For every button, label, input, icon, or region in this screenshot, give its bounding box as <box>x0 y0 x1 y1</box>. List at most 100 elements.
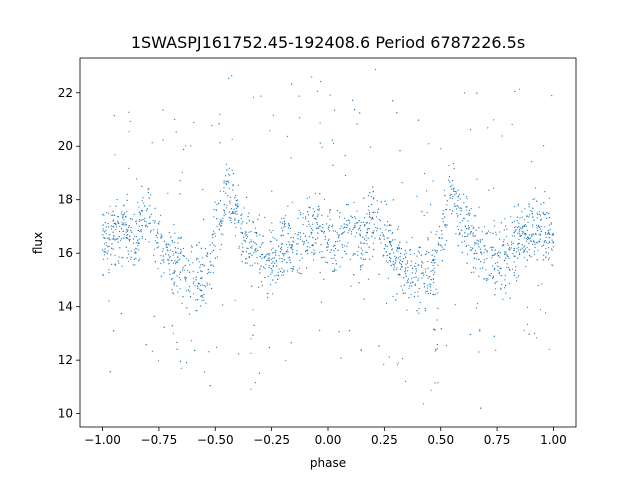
data-point <box>331 257 333 259</box>
data-point <box>105 226 107 228</box>
data-point <box>108 269 110 271</box>
data-point <box>338 234 340 236</box>
data-point <box>125 224 127 226</box>
data-point <box>532 243 534 245</box>
data-point <box>223 212 225 214</box>
data-point <box>421 277 423 279</box>
data-point <box>122 223 124 225</box>
data-point <box>371 203 373 206</box>
data-point <box>425 253 427 255</box>
data-point <box>103 243 106 245</box>
data-point <box>548 252 550 254</box>
data-point <box>354 217 356 219</box>
data-point <box>138 211 141 213</box>
data-point <box>291 249 294 251</box>
data-point <box>545 312 547 314</box>
data-point <box>537 224 540 226</box>
data-point <box>459 198 461 200</box>
data-point <box>102 273 104 275</box>
data-point <box>202 264 204 266</box>
data-point <box>473 271 475 273</box>
data-point <box>298 231 300 234</box>
data-point <box>505 235 507 237</box>
data-point <box>283 274 285 276</box>
data-point <box>102 230 104 232</box>
data-point <box>523 257 525 259</box>
data-point <box>186 362 188 364</box>
data-point <box>326 246 328 248</box>
data-point <box>491 277 494 279</box>
chart-title: 1SWASPJ161752.45-192408.6 Period 6787226… <box>131 33 525 52</box>
data-point <box>218 202 220 204</box>
data-point <box>406 281 408 284</box>
data-point <box>349 222 351 224</box>
data-point <box>377 227 379 229</box>
data-point <box>437 382 439 384</box>
data-point <box>110 228 113 230</box>
data-point <box>279 251 282 253</box>
data-point <box>383 254 385 256</box>
data-point <box>339 212 341 214</box>
data-point <box>374 211 376 213</box>
data-point <box>466 262 468 264</box>
y-axis-label: flux <box>31 232 45 254</box>
data-point <box>452 180 454 182</box>
data-point <box>290 236 292 239</box>
data-point <box>455 205 457 207</box>
data-point <box>414 291 416 293</box>
data-point <box>359 225 361 227</box>
data-point <box>464 235 466 238</box>
data-point <box>173 271 175 274</box>
data-point <box>193 121 195 124</box>
data-point <box>249 265 251 267</box>
data-point <box>201 276 203 278</box>
data-point <box>282 271 284 273</box>
data-point <box>286 270 289 272</box>
data-point <box>492 276 494 278</box>
data-point <box>513 274 516 276</box>
data-point <box>139 219 141 221</box>
data-point <box>218 123 220 125</box>
data-point <box>547 247 550 249</box>
data-point <box>219 190 221 192</box>
data-point <box>408 285 411 287</box>
data-point <box>472 266 475 269</box>
data-point <box>448 175 451 178</box>
data-point <box>320 301 322 303</box>
data-point <box>474 241 476 243</box>
data-point <box>332 270 334 272</box>
data-point <box>182 255 184 257</box>
data-point <box>358 246 360 248</box>
data-point <box>311 232 313 234</box>
data-point <box>335 259 337 262</box>
data-point <box>220 225 222 227</box>
data-point <box>102 274 104 276</box>
data-point <box>479 330 481 332</box>
data-point <box>228 167 230 169</box>
data-point <box>541 245 543 247</box>
data-point <box>126 210 128 212</box>
data-point <box>354 236 356 238</box>
data-point <box>219 142 221 144</box>
data-point <box>426 275 428 277</box>
data-point <box>163 240 166 242</box>
data-point <box>119 247 121 249</box>
data-point <box>376 230 378 232</box>
data-point <box>291 268 293 270</box>
data-point <box>312 208 314 210</box>
data-point <box>126 193 128 195</box>
data-point <box>271 252 273 254</box>
data-point <box>322 256 324 258</box>
data-point <box>124 222 126 224</box>
data-point <box>110 254 112 256</box>
data-point <box>197 285 199 287</box>
data-point <box>527 236 529 238</box>
data-point <box>113 115 115 117</box>
data-point <box>383 238 385 240</box>
data-point <box>466 198 468 200</box>
data-point <box>552 234 555 236</box>
data-point <box>425 292 427 294</box>
data-point <box>398 261 401 263</box>
data-point <box>270 268 272 270</box>
data-point <box>333 257 335 259</box>
